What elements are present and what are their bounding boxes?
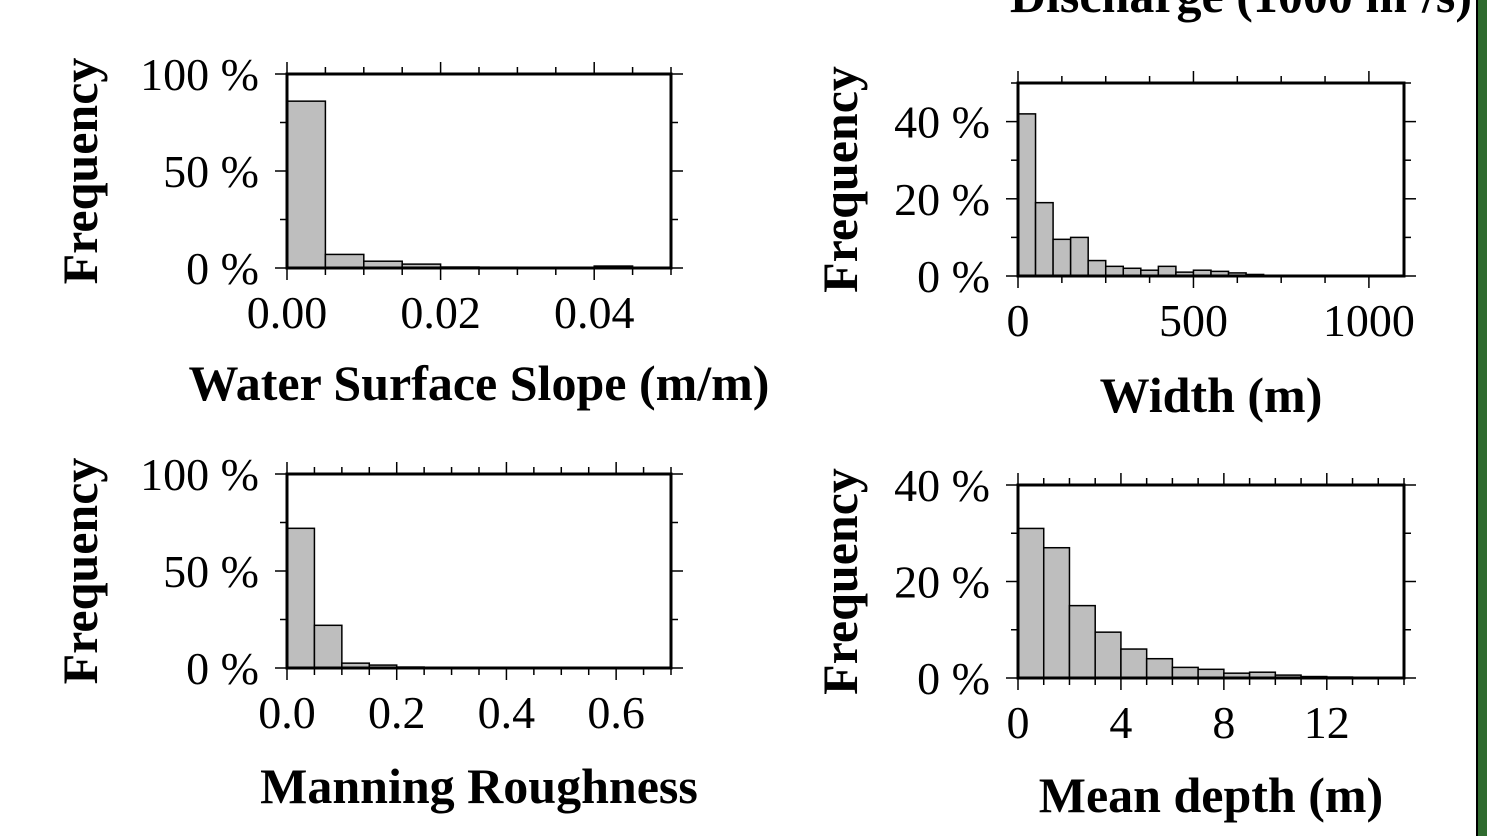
y-tick-label: 100 % [140,449,259,500]
y-tick-label: 0 % [917,251,990,302]
histogram-bar [1069,236,1089,277]
x-tick-label: 0.00 [247,287,328,338]
plot-frame [1016,81,1406,278]
x-tick-label: 0.0 [258,687,316,738]
x-tick-label: 500 [1159,295,1228,346]
x-tick-label: 0.4 [478,687,536,738]
plot-frame [285,472,673,670]
x-tick-label: 0 [1007,295,1030,346]
histogram-bar [313,624,343,669]
histogram-bar [1145,657,1174,679]
chart-manning: 0.0 0.2 0.4 0.6 0 % 50 % 100 % Manning Roughnes… [52,449,698,814]
histogram-bar [1052,238,1072,277]
edge-divider [1476,0,1478,836]
y-tick-label: 20 % [894,174,990,225]
x-tick-label: 8 [1212,697,1235,748]
edge-strip [1478,0,1487,836]
chart-width: 0 500 1000 0 % 20 % 40 % Width (m) Frequency [812,66,1416,423]
x-axis-title: Manning Roughness [260,758,698,814]
histogram-panels: 0.00 0.02 0.040 %50 %100 %Water Surface Sl… [52,49,1416,823]
histogram-bar [324,253,365,269]
x-tick-label: 4 [1109,697,1132,748]
histogram-bar [1017,113,1037,277]
histogram-bar [1042,546,1071,679]
x-tick-label: 1000 [1323,295,1415,346]
x-tick-label: 0 [1007,697,1030,748]
y-tick-label: 50 % [163,546,259,597]
y-tick-label: 0 % [917,653,990,704]
discharge-title: Discharge (1000 m³/s) [1010,0,1472,23]
x-axis-title: Mean depth (m) [1039,767,1383,823]
y-tick-label: 50 % [163,146,259,197]
histogram-bar [1017,527,1045,679]
histogram-bar [1087,259,1107,277]
y-axis-title: Frequency [52,458,108,685]
y-tick-label: 0 % [186,643,259,694]
x-tick-label: 0.2 [368,687,426,738]
y-tick-label: 20 % [894,557,990,608]
y-axis-title: Frequency [812,468,868,695]
x-axis-title: Width (m) [1100,367,1323,423]
histogram-bar [286,527,316,669]
histogram-bar [1120,648,1148,679]
y-tick-label: 40 % [894,97,990,148]
y-axis-title: Frequency [52,58,108,285]
histogram-bar [1068,604,1096,679]
x-tick-label: 0.6 [587,687,645,738]
x-tick-label: 0.04 [554,287,635,338]
histogram-bar [1034,201,1054,277]
y-axis-title: Frequency [812,66,868,293]
y-tick-label: 40 % [894,460,990,511]
histogram-bar [1171,666,1199,679]
histogram-bar [286,100,327,269]
x-axis-title: Water Surface Slope (m/m) [189,355,770,411]
chart-depth: 0 4 8 12 0 % 20 % 40 % Mean depth (m) Frequency [812,460,1416,823]
y-tick-label: 0 % [186,243,259,294]
histogram-bar [1094,631,1122,679]
x-tick-label: 12 [1304,697,1350,748]
y-tick-label: 100 % [140,49,259,100]
chart-slope: 0.00 0.02 0.04 0 % 50 % 100 % Water Surface Sl… [52,49,769,411]
plot-frame [285,72,673,270]
x-tick-label: 0.02 [400,287,481,338]
